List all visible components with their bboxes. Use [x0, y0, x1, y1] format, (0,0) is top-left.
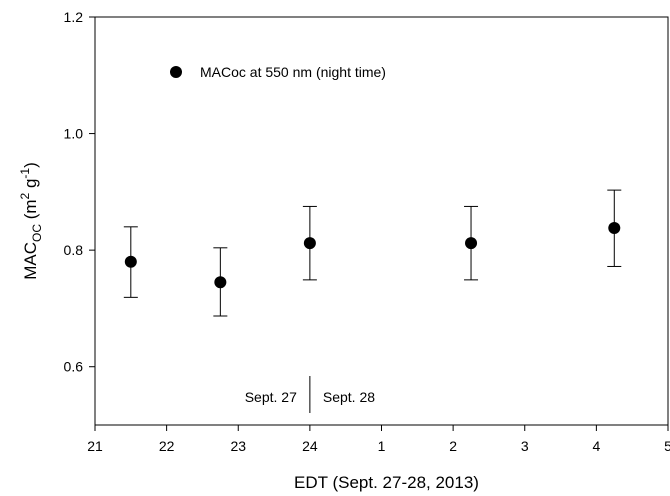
x-tick-label: 1 — [378, 438, 386, 454]
y-tick-label: 1.0 — [64, 126, 84, 142]
data-point — [608, 221, 621, 234]
y-tick-label: 0.6 — [64, 359, 84, 375]
y-axis-title-subscript: OC — [30, 224, 44, 242]
x-axis-title: EDT (Sept. 27-28, 2013) — [294, 473, 479, 492]
legend-marker — [170, 66, 182, 78]
x-tick-label: 22 — [159, 438, 175, 454]
legend-label: MACoc at 550 nm (night time) — [200, 64, 386, 80]
x-tick-label: 24 — [302, 438, 318, 454]
data-point — [303, 237, 316, 250]
y-axis-title-unit-open: (m — [21, 199, 40, 224]
x-tick-label: 4 — [592, 438, 600, 454]
y-axis-title-unit-mid: g — [21, 179, 40, 193]
y-axis-title-unit-close: ) — [21, 162, 40, 168]
data-point — [465, 237, 478, 250]
y-tick-label: 1.2 — [64, 9, 84, 25]
x-tick-label: 23 — [230, 438, 246, 454]
day-label-right: Sept. 28 — [323, 389, 375, 405]
data-point — [214, 276, 227, 289]
x-tick-label: 3 — [521, 438, 529, 454]
day-divider-annotation: Sept. 27 Sept. 28 — [245, 376, 375, 413]
x-axis: 21 22 23 24 1 2 3 4 5 — [87, 425, 670, 454]
x-tick-label: 5 — [664, 438, 670, 454]
y-axis-title-sup1: 2 — [18, 192, 32, 199]
y-tick-label: 0.8 — [64, 242, 84, 258]
x-tick-label: 2 — [449, 438, 457, 454]
y-axis: 0.6 0.8 1.0 1.2 — [64, 9, 95, 375]
y-axis-title-main: MAC — [21, 242, 40, 280]
y-axis-title-sup2: -1 — [18, 168, 32, 179]
y-axis-title: MACOC (m2 g-1) — [18, 162, 44, 280]
data-point — [124, 255, 137, 268]
legend: MACoc at 550 nm (night time) — [170, 64, 386, 80]
x-tick-label: 21 — [87, 438, 103, 454]
day-label-left: Sept. 27 — [245, 389, 297, 405]
data-marks — [123, 189, 622, 317]
